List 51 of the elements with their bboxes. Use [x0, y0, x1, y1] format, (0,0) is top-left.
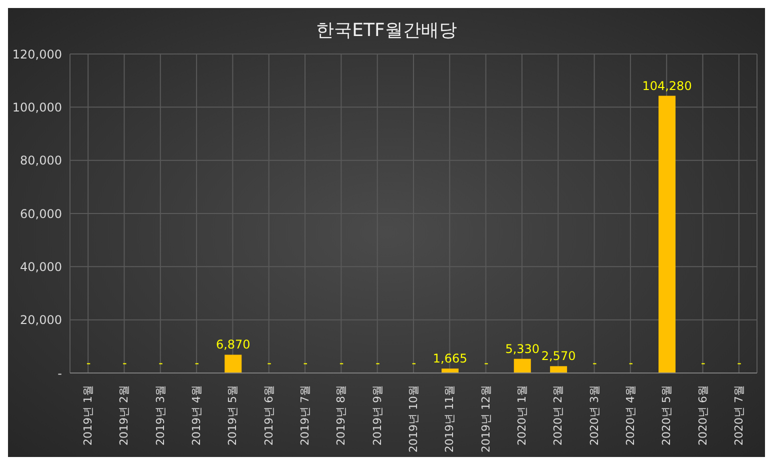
x-tick-label: 2020년 6월 [696, 385, 710, 446]
data-label: - [412, 356, 416, 370]
data-label: - [484, 356, 488, 370]
x-tick-label: 2019년 5월 [226, 385, 240, 446]
x-tick-label: 2019년 4월 [190, 385, 204, 446]
data-label: 104,280 [642, 78, 692, 93]
x-tick-label: 2019년 3월 [154, 385, 167, 446]
x-tick-label: 2020년 4월 [624, 385, 637, 446]
y-tick-label: 60,000 [20, 206, 62, 221]
data-label: - [339, 356, 344, 370]
y-tick-label: 100,000 [12, 100, 62, 114]
y-tick-label: - [58, 366, 62, 380]
data-label: - [701, 356, 706, 370]
x-tick-label: 2019년 10월 [407, 385, 420, 452]
bar [514, 358, 531, 373]
bar [442, 368, 459, 373]
x-tick-label: 2019년 7월 [298, 385, 312, 446]
bar [550, 366, 568, 373]
bar [224, 354, 242, 373]
x-tick-label: 2019년 12월 [479, 385, 492, 452]
data-label: - [376, 356, 380, 370]
x-tick-label: 2020년 1월 [515, 385, 528, 446]
x-tick-label: 2019년 1월 [82, 385, 95, 446]
x-tick-label: 2019년 2월 [118, 385, 131, 446]
data-label: - [737, 356, 742, 370]
x-tick-label: 2020년 7월 [732, 385, 746, 446]
data-label: - [592, 356, 597, 370]
x-tick-label: 2019년 6월 [262, 385, 276, 446]
data-label: 5,330 [505, 342, 540, 356]
x-tick-label: 2020년 5월 [660, 385, 674, 446]
x-tick-label: 2019년 8월 [334, 385, 348, 446]
data-label: - [194, 356, 200, 370]
x-tick-label: 2019년 9월 [370, 385, 384, 446]
data-label: - [122, 356, 127, 370]
data-label: 1,665 [432, 352, 468, 366]
data-label: - [158, 356, 163, 370]
data-label: - [628, 356, 634, 370]
data-label: 2,570 [541, 349, 576, 364]
y-tick-label: 120,000 [12, 47, 62, 62]
y-tick-label: 40,000 [20, 260, 62, 274]
y-tick-label: 20,000 [20, 313, 62, 328]
x-tick-label: 2019년 11월 [443, 385, 456, 452]
data-label: - [267, 356, 272, 370]
data-label: - [86, 356, 91, 370]
x-tick-label: 2020년 3월 [588, 385, 601, 446]
data-label: 6,870 [216, 338, 250, 352]
data-label: - [303, 356, 308, 370]
y-tick-label: 80,000 [20, 154, 62, 168]
x-tick-label: 2020년 2월 [552, 385, 565, 446]
bar [658, 96, 676, 373]
chart-title: 한국ETF월간배당 [315, 19, 458, 42]
